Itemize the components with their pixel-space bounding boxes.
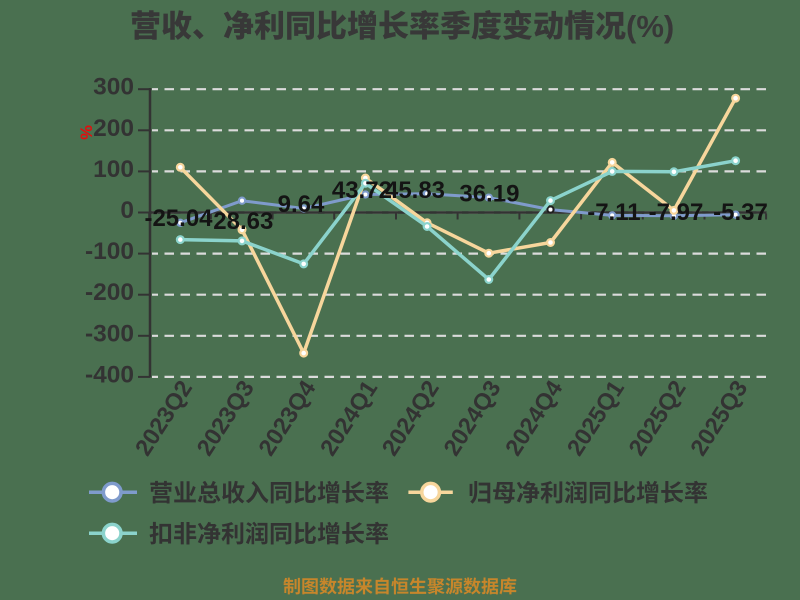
svg-text:-5.37: -5.37 xyxy=(713,199,768,226)
svg-text:43.72: 43.72 xyxy=(332,177,392,204)
svg-text:36.19: 36.19 xyxy=(459,180,519,207)
svg-text:300: 300 xyxy=(93,74,134,101)
svg-text:9.64: 9.64 xyxy=(278,191,325,218)
svg-text:28.63: 28.63 xyxy=(213,208,273,235)
svg-text:-200: -200 xyxy=(85,279,134,306)
svg-text:-400: -400 xyxy=(85,361,134,388)
svg-text:(%): (%) xyxy=(626,9,674,44)
svg-text:200: 200 xyxy=(93,115,134,142)
svg-text:100: 100 xyxy=(93,156,134,183)
svg-text:-300: -300 xyxy=(85,320,134,347)
svg-text:45.83: 45.83 xyxy=(385,177,445,204)
svg-text:-7.97: -7.97 xyxy=(649,199,704,226)
svg-text:%: % xyxy=(77,125,95,140)
svg-text:-100: -100 xyxy=(85,238,134,265)
svg-text:-7.11: -7.11 xyxy=(587,199,640,226)
svg-text:0: 0 xyxy=(120,197,134,224)
svg-text:-25.04: -25.04 xyxy=(144,205,213,232)
